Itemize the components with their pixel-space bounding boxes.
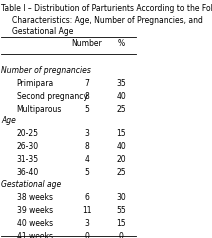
Text: 5: 5 — [84, 105, 89, 114]
Text: 25: 25 — [116, 169, 126, 177]
Text: 40 weeks: 40 weeks — [17, 219, 53, 228]
Text: 20: 20 — [116, 155, 126, 164]
Text: 41 weeks: 41 weeks — [17, 232, 53, 238]
Text: Number: Number — [71, 39, 102, 48]
Text: 36-40: 36-40 — [17, 169, 39, 177]
Text: 40: 40 — [116, 143, 126, 151]
Text: Number of pregnancies: Number of pregnancies — [1, 66, 91, 75]
Text: Characteristics: Age, Number of Pregnancies, and: Characteristics: Age, Number of Pregnanc… — [12, 16, 203, 25]
Text: 8: 8 — [84, 143, 89, 151]
Text: 55: 55 — [116, 206, 126, 215]
Text: Table I – Distribution of Parturients According to the Following: Table I – Distribution of Parturients Ac… — [1, 4, 212, 13]
Text: 40: 40 — [116, 92, 126, 101]
Text: Second pregnancy: Second pregnancy — [17, 92, 87, 101]
Text: 0: 0 — [84, 232, 89, 238]
Text: 7: 7 — [84, 79, 89, 88]
Text: Primipara: Primipara — [17, 79, 54, 88]
Text: 3: 3 — [84, 129, 89, 139]
Text: 15: 15 — [116, 129, 126, 139]
Text: 26-30: 26-30 — [17, 143, 39, 151]
Text: 39 weeks: 39 weeks — [17, 206, 53, 215]
Text: Gestational age: Gestational age — [1, 180, 62, 189]
Text: 35: 35 — [116, 79, 126, 88]
Text: 38 weeks: 38 weeks — [17, 193, 53, 202]
Text: 8: 8 — [84, 92, 89, 101]
Text: 3: 3 — [84, 219, 89, 228]
Text: 15: 15 — [116, 219, 126, 228]
Text: 0: 0 — [119, 232, 124, 238]
Text: Gestational Age: Gestational Age — [12, 27, 74, 36]
Text: 4: 4 — [84, 155, 89, 164]
Text: 20-25: 20-25 — [17, 129, 39, 139]
Text: 11: 11 — [82, 206, 91, 215]
Text: 25: 25 — [116, 105, 126, 114]
Text: Multiparous: Multiparous — [17, 105, 62, 114]
Text: %: % — [118, 39, 125, 48]
Text: 31-35: 31-35 — [17, 155, 39, 164]
Text: 5: 5 — [84, 169, 89, 177]
Text: Age: Age — [1, 116, 16, 125]
Text: 30: 30 — [116, 193, 126, 202]
Text: 6: 6 — [84, 193, 89, 202]
